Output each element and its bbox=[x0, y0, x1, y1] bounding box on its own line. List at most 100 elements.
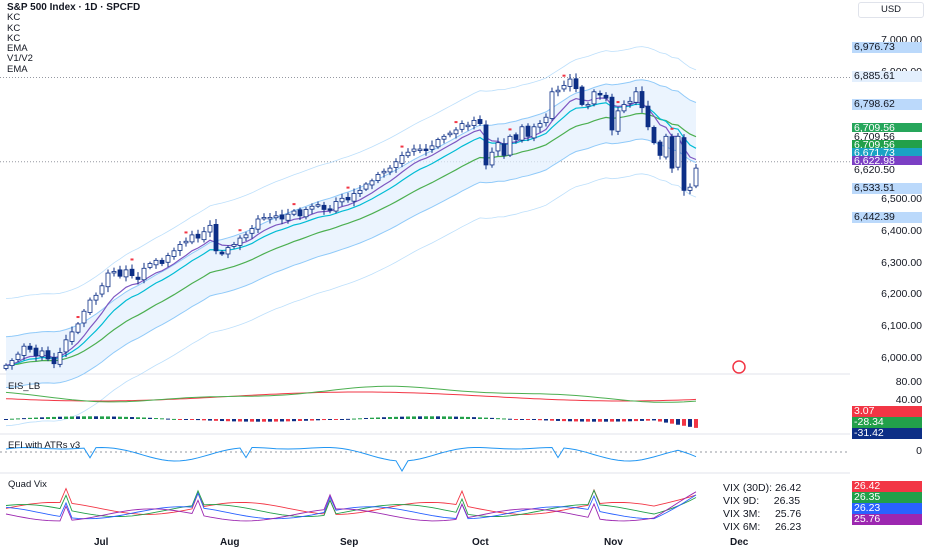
indicator-label-1[interactable]: KC bbox=[7, 12, 21, 24]
ewo-bar bbox=[682, 419, 686, 426]
symbol-title[interactable]: S&P 500 Index · 1D · SPCFD bbox=[7, 2, 141, 13]
ewo-bar bbox=[148, 417, 152, 419]
ewo-bar bbox=[658, 419, 662, 422]
ewo-bar bbox=[604, 419, 608, 422]
candle bbox=[369, 180, 375, 186]
ema-slow-line bbox=[5, 112, 697, 366]
price-axis-label: 6,300.00 bbox=[881, 256, 922, 269]
ewo-bar bbox=[22, 418, 26, 420]
candle bbox=[249, 228, 255, 234]
ewo-bar bbox=[58, 416, 62, 419]
keltner-outer-upper-line bbox=[5, 46, 697, 299]
candle bbox=[513, 134, 519, 140]
candle bbox=[81, 310, 87, 324]
candle bbox=[597, 92, 603, 96]
price-axis-label: 6,200.00 bbox=[881, 288, 922, 301]
candle bbox=[147, 263, 153, 268]
signal-marker bbox=[508, 128, 512, 131]
candle bbox=[117, 269, 123, 277]
candle bbox=[141, 267, 147, 281]
ewo-line bbox=[5, 385, 697, 403]
candle bbox=[45, 350, 51, 360]
ewo-bar bbox=[94, 416, 98, 419]
candle bbox=[585, 104, 591, 107]
candle bbox=[105, 272, 111, 288]
ewo-bar bbox=[502, 418, 506, 420]
ewo-bar bbox=[232, 419, 236, 422]
candle bbox=[531, 126, 537, 139]
price-badge: 6,533.51 bbox=[852, 183, 922, 195]
ewo-bar bbox=[124, 416, 128, 419]
candle bbox=[57, 352, 63, 365]
indicator-label-3[interactable]: KC bbox=[7, 32, 21, 44]
candle bbox=[309, 205, 315, 210]
candle bbox=[459, 123, 465, 130]
efi-axis-label: 0 bbox=[916, 445, 922, 457]
candle bbox=[507, 135, 513, 156]
candle bbox=[213, 224, 219, 252]
candle bbox=[669, 136, 675, 169]
candle bbox=[99, 285, 105, 295]
candle bbox=[165, 255, 171, 263]
currency-button[interactable]: USD bbox=[858, 2, 924, 18]
ewo-bar bbox=[346, 418, 350, 420]
ewo-bar bbox=[364, 417, 368, 419]
vix-series-line bbox=[5, 487, 697, 515]
price-axis-label: 6,000.00 bbox=[881, 351, 922, 364]
candle bbox=[537, 123, 543, 128]
ewo-bar bbox=[208, 419, 212, 421]
candle bbox=[255, 218, 261, 230]
ewo-pane-title[interactable]: EIS_LB bbox=[8, 381, 41, 392]
ewo-bar bbox=[520, 419, 524, 420]
indicator-label-6[interactable]: EMA bbox=[7, 63, 28, 75]
price-badge: 6,709.56 bbox=[852, 131, 922, 143]
candle bbox=[135, 276, 141, 280]
indicator-label-4[interactable]: EMA bbox=[7, 43, 28, 55]
ewo-bar bbox=[634, 419, 638, 422]
ewo-bar bbox=[574, 419, 578, 422]
ewo-bar bbox=[676, 419, 680, 425]
candle bbox=[39, 350, 45, 358]
candle bbox=[357, 189, 363, 194]
candle bbox=[273, 215, 279, 219]
candle bbox=[555, 89, 561, 93]
ewo-bar bbox=[304, 419, 308, 421]
ema-fast-line bbox=[5, 102, 697, 366]
ewo-bar bbox=[82, 416, 86, 419]
ewo-bar bbox=[292, 419, 296, 422]
candle bbox=[501, 143, 507, 156]
ewo-bar bbox=[10, 418, 14, 420]
ewo-bar bbox=[472, 417, 476, 419]
candle bbox=[393, 161, 399, 168]
candle bbox=[627, 100, 633, 104]
price-axis-label: 6,400.00 bbox=[881, 224, 922, 237]
candle bbox=[183, 240, 189, 244]
signal-marker bbox=[130, 258, 134, 261]
ewo-bar bbox=[256, 419, 260, 422]
ewo-bar bbox=[280, 419, 284, 422]
ewo-bar bbox=[694, 419, 698, 428]
ewo-bar bbox=[136, 417, 140, 419]
price-axis-label: 6,500.00 bbox=[881, 192, 922, 205]
vix-readout-row: VIX (30D): 26.42 bbox=[723, 482, 802, 494]
indicator-label-2[interactable]: KC bbox=[7, 22, 21, 34]
ewo-bar bbox=[580, 419, 584, 422]
price-badge: 6,442.39 bbox=[852, 212, 922, 224]
candle bbox=[237, 237, 243, 246]
x-axis-label: Aug bbox=[220, 537, 240, 548]
ewo-bar bbox=[610, 419, 614, 422]
ewo-bar bbox=[202, 419, 206, 421]
ewo-bar bbox=[316, 419, 320, 421]
ewo-bar bbox=[4, 419, 8, 420]
efi-pane-title[interactable]: EFI with ATRs v3 bbox=[8, 440, 81, 451]
ewo-bar bbox=[586, 419, 590, 422]
candle bbox=[321, 204, 327, 210]
ewo-bar bbox=[382, 417, 386, 419]
vix-pane-title[interactable]: Quad Vix bbox=[8, 479, 47, 490]
candle bbox=[339, 197, 345, 203]
ewo-bar bbox=[442, 416, 446, 419]
ewo-bar bbox=[592, 419, 596, 422]
ewo-bar bbox=[670, 419, 674, 424]
indicator-label-5[interactable]: V1/V2 bbox=[7, 53, 33, 65]
